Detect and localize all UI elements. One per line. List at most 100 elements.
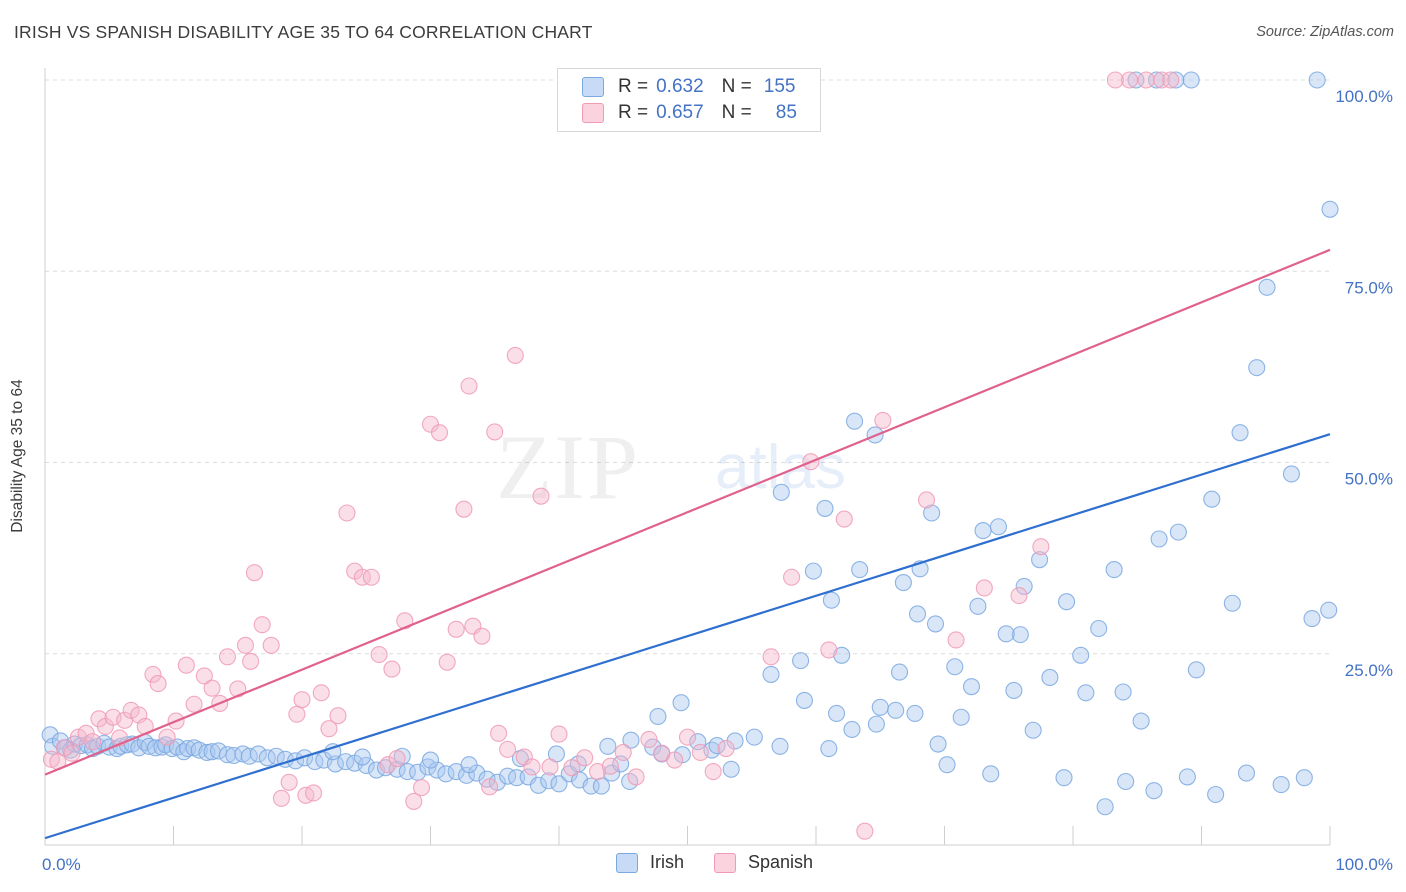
r-value: 0.632 [656, 76, 704, 97]
spanish-point [158, 728, 176, 746]
irish-point [871, 698, 889, 716]
spanish-point [1010, 587, 1028, 605]
grid-lines [45, 79, 1330, 655]
irish-point [828, 704, 846, 722]
irish-point [1248, 359, 1266, 377]
spanish-point [353, 568, 371, 586]
spanish-point [1032, 538, 1050, 556]
legend-item-spanish[interactable]: Spanish [714, 852, 813, 873]
irish-point [1167, 71, 1185, 89]
irish-point [1187, 661, 1205, 679]
irish-point [820, 740, 838, 758]
irish-point [1223, 594, 1241, 612]
irish-point [1077, 684, 1095, 702]
spanish-point [975, 579, 993, 597]
spanish-point [293, 691, 311, 709]
irish-point [969, 597, 987, 615]
spanish-point [1106, 71, 1124, 89]
axes [44, 68, 1331, 846]
spanish-point [253, 616, 271, 634]
irish-point [1320, 601, 1338, 619]
spanish-point [195, 667, 213, 685]
series-legend: Irish Spanish [616, 852, 843, 873]
irish-point [867, 715, 885, 733]
irish-point [644, 738, 662, 756]
spanish-swatch [582, 103, 604, 123]
irish-point [982, 765, 1000, 783]
irish-point [946, 658, 964, 676]
spanish-trend-line [44, 248, 1331, 776]
irish-point [457, 766, 476, 784]
spanish-point [320, 720, 338, 738]
spanish-point [288, 705, 306, 723]
spanish-point [835, 510, 853, 528]
irish-point [296, 749, 314, 767]
irish-point [1105, 561, 1123, 579]
spanish-point [370, 645, 388, 664]
irish-point [952, 708, 970, 726]
irish-point [962, 678, 981, 696]
spanish-point [312, 684, 330, 702]
spanish-point [523, 758, 541, 776]
irish-point [938, 756, 956, 774]
spanish-point [947, 631, 965, 649]
irish-point [209, 742, 228, 760]
spanish-point [63, 744, 81, 762]
r-value: 0.657 [656, 102, 704, 123]
spanish-point [362, 568, 380, 586]
r-label: R = [618, 102, 649, 123]
irish-point [1005, 681, 1023, 700]
irish-point [1090, 619, 1108, 638]
spanish-point [499, 740, 517, 758]
spanish-swatch [714, 852, 737, 873]
spanish-point [1120, 71, 1139, 89]
spanish-point [762, 648, 780, 666]
spanish-point [438, 653, 456, 671]
spanish-point [412, 779, 431, 797]
spanish-point [280, 773, 298, 791]
spanish-point [486, 423, 504, 441]
spanish-point [379, 756, 397, 774]
irish-point [1015, 577, 1033, 595]
irish-point [816, 499, 834, 517]
irish-point [792, 652, 810, 670]
watermark: ZIP atlas [496, 416, 846, 518]
y-axis-label: Disability Age 35 to 64 [9, 379, 26, 533]
spanish-point [388, 750, 406, 768]
spanish-point [455, 500, 473, 518]
spanish-point [447, 620, 465, 638]
irish-point [795, 691, 813, 709]
spanish-point [245, 564, 264, 582]
irish-point [437, 765, 455, 783]
irish-swatch [582, 77, 604, 97]
spanish-point [576, 749, 594, 767]
legend-item-irish[interactable]: Irish [616, 852, 684, 873]
irish-point [1282, 465, 1300, 483]
irish-point [1055, 769, 1073, 787]
irish-point [540, 772, 558, 790]
spanish-point [532, 487, 550, 505]
watermark-zip: ZIP [496, 416, 640, 518]
irish-point [762, 665, 780, 683]
spanish-point [42, 750, 60, 768]
irish-point [603, 764, 621, 782]
irish-point [745, 728, 763, 746]
irish-point [550, 775, 568, 793]
irish-point [833, 646, 851, 664]
irish-point [599, 737, 617, 755]
y-tick-label: 25.0% [1345, 661, 1393, 680]
irish-trend-line [44, 433, 1331, 840]
spanish-point [77, 724, 95, 742]
source-label: Source: ZipAtlas.com [1256, 24, 1394, 40]
spanish-point [678, 728, 697, 746]
spanish-point [691, 743, 709, 761]
spanish-point [481, 778, 499, 796]
irish-point [421, 751, 440, 769]
spanish-point [473, 627, 491, 645]
spanish-point [242, 652, 260, 670]
irish-point [1272, 776, 1290, 794]
irish-point [923, 504, 941, 522]
stats-legend: R = 0.632 N = 155 R = 0.657 N = 85 [557, 68, 821, 132]
irish-point [908, 605, 927, 623]
irish-point [851, 561, 869, 579]
